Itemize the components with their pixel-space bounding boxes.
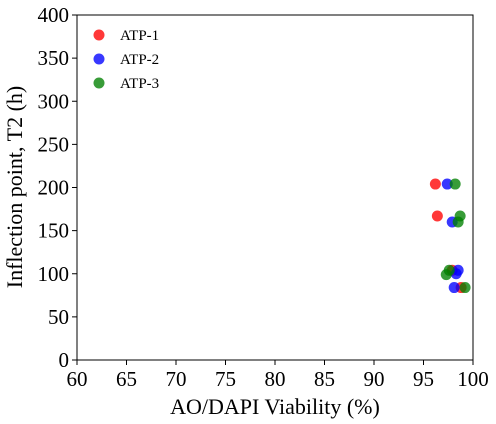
point-atp-3: [459, 282, 471, 294]
y-tick-label: 250: [38, 132, 70, 156]
y-tick-label: 150: [38, 219, 70, 243]
y-tick-label: 100: [38, 262, 70, 286]
legend: ATP-1 ATP-2 ATP-3: [93, 28, 159, 92]
x-tick-label: 65: [116, 367, 137, 391]
x-tick-label: 85: [314, 367, 335, 391]
axes-frame: [76, 14, 474, 361]
point-atp-3: [449, 178, 461, 190]
point-atp-3: [452, 216, 464, 228]
y-tick-label: 350: [38, 46, 70, 70]
y-tick-label: 300: [38, 89, 70, 113]
point-atp-1: [429, 178, 441, 190]
legend-label: ATP-2: [120, 52, 159, 68]
y-tick-label: 50: [48, 305, 69, 329]
legend-marker-atp-2: [93, 53, 105, 65]
point-atp-1: [431, 210, 443, 222]
legend-label: ATP-1: [120, 28, 159, 44]
x-tick-label: 75: [215, 367, 236, 391]
y-tick-label: 200: [38, 176, 70, 200]
legend-marker-atp-3: [93, 77, 105, 89]
y-tick-label: 0: [59, 348, 70, 372]
x-axis-label: AO/DAPI Viability (%): [170, 394, 380, 419]
x-tick-label: 100: [457, 367, 489, 391]
x-tick-label: 90: [364, 367, 385, 391]
point-atp-2: [448, 282, 460, 294]
point-atp-2: [441, 178, 453, 190]
x-tick-label: 80: [265, 367, 286, 391]
x-tick-label: 60: [67, 367, 88, 391]
x-tick-label: 70: [166, 367, 187, 391]
point-atp-3: [440, 269, 452, 281]
y-axis-label: Inflection point, T2 (h): [2, 86, 27, 288]
x-tick-label: 95: [413, 367, 434, 391]
y-tick-label: 400: [38, 3, 70, 27]
legend-marker-atp-1: [93, 29, 105, 41]
legend-label: ATP-3: [120, 76, 159, 92]
